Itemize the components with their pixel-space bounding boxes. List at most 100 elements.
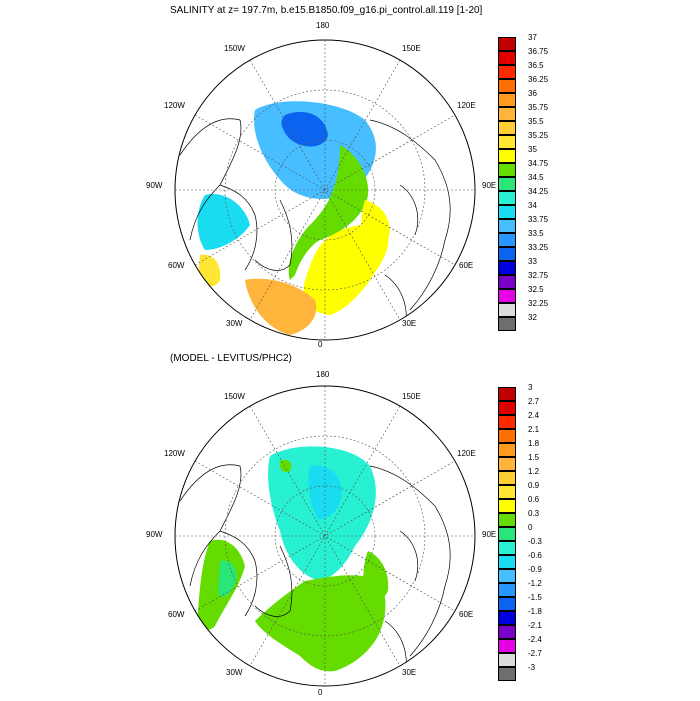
- colorbar-label: 0.9: [528, 481, 540, 490]
- colorbar-label: 3: [528, 383, 533, 392]
- panel-1-polar-map: [160, 25, 490, 355]
- atlantic-inflow-band: [288, 145, 369, 280]
- colorbar-label: 34: [528, 201, 537, 210]
- colorbar-label: 37: [528, 33, 537, 42]
- lon-label-120e-2: 120E: [457, 449, 476, 458]
- colorbar-swatch: [498, 625, 516, 639]
- colorbar-swatch: [498, 555, 516, 569]
- colorbar-swatch: [498, 303, 516, 317]
- lon-label-150w-2: 150W: [224, 392, 245, 401]
- colorbar-label: -0.6: [528, 551, 542, 560]
- colorbar-swatch: [498, 247, 516, 261]
- colorbar-label: 36: [528, 89, 537, 98]
- colorbar-swatch: [498, 233, 516, 247]
- colorbar-label: 34.25: [528, 187, 549, 196]
- colorbar-label: 35.25: [528, 131, 549, 140]
- colorbar-swatch: [498, 429, 516, 443]
- lon-label-30e-2: 30E: [402, 668, 417, 677]
- north-edge-patch: [325, 30, 342, 39]
- colorbar-swatch: [498, 261, 516, 275]
- colorbar-label: 35.5: [528, 117, 544, 126]
- freshwater-core: [281, 111, 328, 147]
- colorbar-label: 35: [528, 145, 537, 154]
- near-zero-baffin: [218, 560, 237, 597]
- colorbar-label: 1.8: [528, 439, 540, 448]
- map-boundary: [174, 39, 476, 341]
- lon-label-120w: 120W: [164, 101, 185, 110]
- positive-barents: [363, 551, 389, 605]
- colorbar-swatch: [498, 65, 516, 79]
- lon-label-150w: 150W: [224, 44, 245, 53]
- map-boundary-2: [174, 385, 476, 687]
- colorbar-swatch: [498, 93, 516, 107]
- colorbar-swatch: [498, 499, 516, 513]
- colorbar-swatch: [498, 149, 516, 163]
- colorbar-label: -2.1: [528, 621, 542, 630]
- lon-label-150e: 150E: [402, 44, 421, 53]
- colorbar-swatch: [498, 191, 516, 205]
- colorbar-label: 32.75: [528, 271, 549, 280]
- colorbar-label: -1.8: [528, 607, 542, 616]
- lon-label-60w-2: 60W: [168, 610, 185, 619]
- colorbar-label: 1.5: [528, 453, 540, 462]
- lon-label-30w: 30W: [226, 319, 243, 328]
- graticule: [175, 40, 475, 340]
- colorbar-label: 34.5: [528, 173, 544, 182]
- panel-2-title: (MODEL - LEVITUS/PHC2): [170, 353, 292, 364]
- colorbar-label: 34.75: [528, 159, 549, 168]
- colorbar-label: 32: [528, 313, 537, 322]
- colorbar-swatch: [498, 219, 516, 233]
- barents-water: [361, 200, 390, 257]
- colorbar-swatch: [498, 275, 516, 289]
- colorbar-label: -0.9: [528, 565, 542, 574]
- colorbar-swatch: [498, 205, 516, 219]
- lon-label-90e: 90E: [482, 181, 497, 190]
- colorbar-swatch: [498, 639, 516, 653]
- panel-1-map-svg: [174, 30, 476, 341]
- colorbar-label: 33.25: [528, 243, 549, 252]
- lon-label-60e-2: 60E: [459, 610, 474, 619]
- panel-2-map-svg: [174, 385, 476, 687]
- lon-label-90w: 90W: [146, 181, 163, 190]
- colorbar-label: -2.7: [528, 649, 542, 658]
- colorbar-label: 36.75: [528, 47, 549, 56]
- colorbar-label: -0.3: [528, 537, 542, 546]
- subpolar-atlantic: [245, 278, 317, 335]
- colorbar-swatch: [498, 471, 516, 485]
- colorbar-swatch: [498, 611, 516, 625]
- baffin-bay-field: [197, 194, 250, 250]
- colorbar-label: 1.2: [528, 467, 540, 476]
- negative-core: [308, 465, 342, 520]
- colorbar-label: 36.5: [528, 61, 544, 70]
- colorbar-swatch: [498, 457, 516, 471]
- colorbar-swatch: [498, 513, 516, 527]
- colorbar-label: 33: [528, 257, 537, 266]
- lon-label-0: 0: [318, 340, 323, 349]
- colorbar-label: 2.7: [528, 397, 540, 406]
- colorbar-label: 33.5: [528, 229, 544, 238]
- colorbar-swatch: [498, 387, 516, 401]
- colorbar-swatch: [498, 597, 516, 611]
- colorbar-swatch: [498, 79, 516, 93]
- colorbar-label: 33.75: [528, 215, 549, 224]
- colorbar-swatch: [498, 177, 516, 191]
- lon-label-90w-2: 90W: [146, 530, 163, 539]
- colorbar-swatch: [498, 443, 516, 457]
- colorbar-label: 36.25: [528, 75, 549, 84]
- colorbar-label: -3: [528, 663, 536, 672]
- lon-label-60e: 60E: [459, 261, 474, 270]
- colorbar-label: -1.5: [528, 593, 542, 602]
- lon-label-30w-2: 30W: [226, 668, 243, 677]
- colorbar-label: 0.3: [528, 509, 540, 518]
- colorbar-swatch: [498, 51, 516, 65]
- colorbar-swatch: [498, 107, 516, 121]
- colorbar-label: 0.6: [528, 495, 540, 504]
- panel-2-polar-map: [160, 371, 490, 701]
- colorbar-swatch: [498, 415, 516, 429]
- colorbar-swatch: [498, 541, 516, 555]
- lon-label-150e-2: 150E: [402, 392, 421, 401]
- colorbar-swatch: [498, 667, 516, 681]
- lon-label-120w-2: 120W: [164, 449, 185, 458]
- lon-label-180-2: 180: [316, 370, 330, 379]
- panel-1-colorbar: 37 36.75 36.5 36.25 36 35.75 35.5 35.25 35 34.75 3…: [498, 33, 558, 337]
